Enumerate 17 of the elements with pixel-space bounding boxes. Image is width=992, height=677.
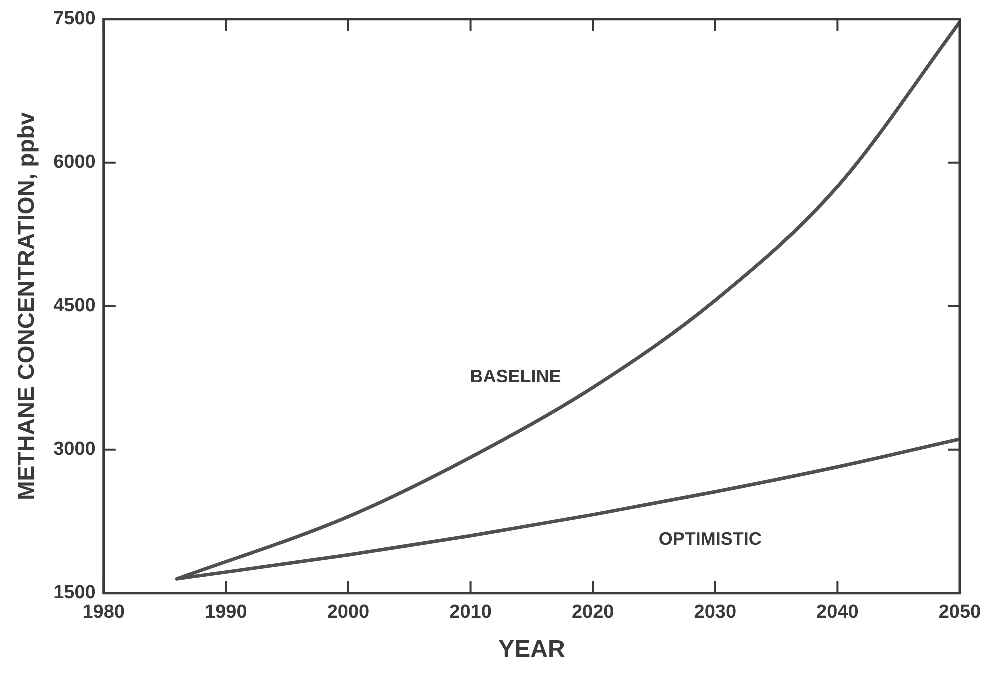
x-tick-label: 2030: [694, 602, 737, 624]
y-tick-label: 1500: [54, 582, 96, 604]
x-tick-label: 1990: [205, 602, 248, 624]
x-tick-label: 2020: [572, 602, 614, 624]
x-axis-title: YEAR: [498, 636, 566, 664]
x-tick-label: 2010: [450, 602, 492, 624]
x-tick-label: 1980: [82, 602, 126, 624]
x-tick-label: 2000: [327, 602, 370, 624]
x-tick-label: 2040: [816, 602, 859, 624]
y-tick-label: 4500: [54, 296, 96, 317]
y-tick-label: 7500: [54, 8, 96, 30]
series-label: BASELINE: [470, 366, 562, 387]
x-tick-label: 2050: [938, 602, 982, 624]
y-tick-label: 3000: [54, 439, 96, 460]
y-tick-label: 6000: [54, 152, 96, 174]
y-axis-title: METHANE CONCENTRATION, ppbv: [13, 112, 40, 500]
series-label: OPTIMISTIC: [658, 528, 762, 549]
